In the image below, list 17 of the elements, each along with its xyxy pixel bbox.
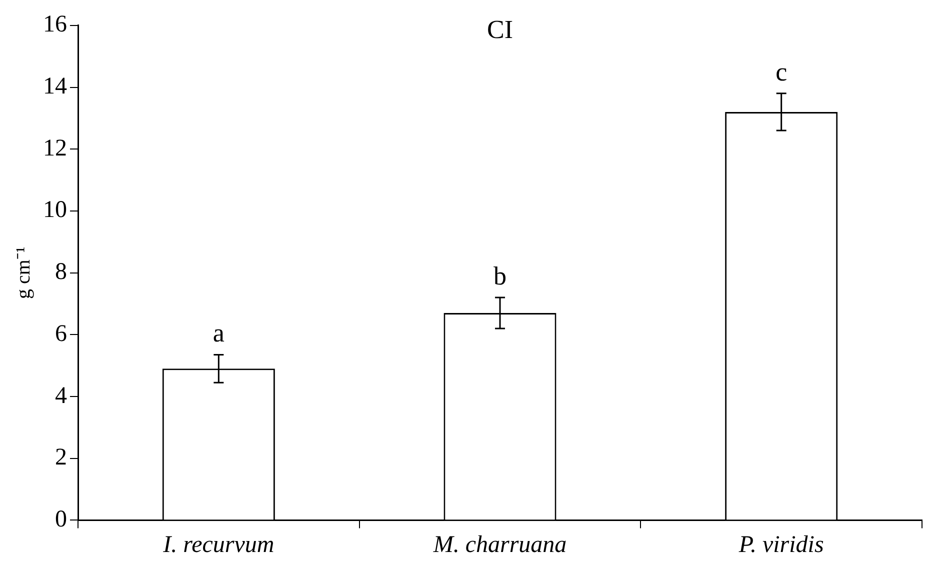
- y-tick-label: 16: [43, 12, 67, 38]
- y-tick-label: 8: [55, 259, 67, 286]
- annotation: a: [212, 318, 225, 348]
- y-tick-label: 0: [55, 506, 67, 532]
- annotation: c: [776, 57, 788, 86]
- y-tick-label: 6: [55, 320, 67, 347]
- y-tick-label: 14: [43, 74, 67, 100]
- chart-title: CI: [487, 15, 513, 44]
- annotation: b: [494, 261, 506, 290]
- y-tick-label: 10: [43, 197, 67, 224]
- y-tick-label: 12: [43, 135, 67, 162]
- x-tick-label: I. recurvum: [162, 532, 274, 558]
- y-tick-label: 2: [55, 444, 67, 471]
- y-axis-title: g cm⁻¹: [12, 246, 34, 300]
- x-tick-label: M. charruana: [432, 532, 567, 558]
- x-tick-label: P. viridis: [738, 532, 824, 558]
- y-tick-label: 4: [55, 382, 67, 409]
